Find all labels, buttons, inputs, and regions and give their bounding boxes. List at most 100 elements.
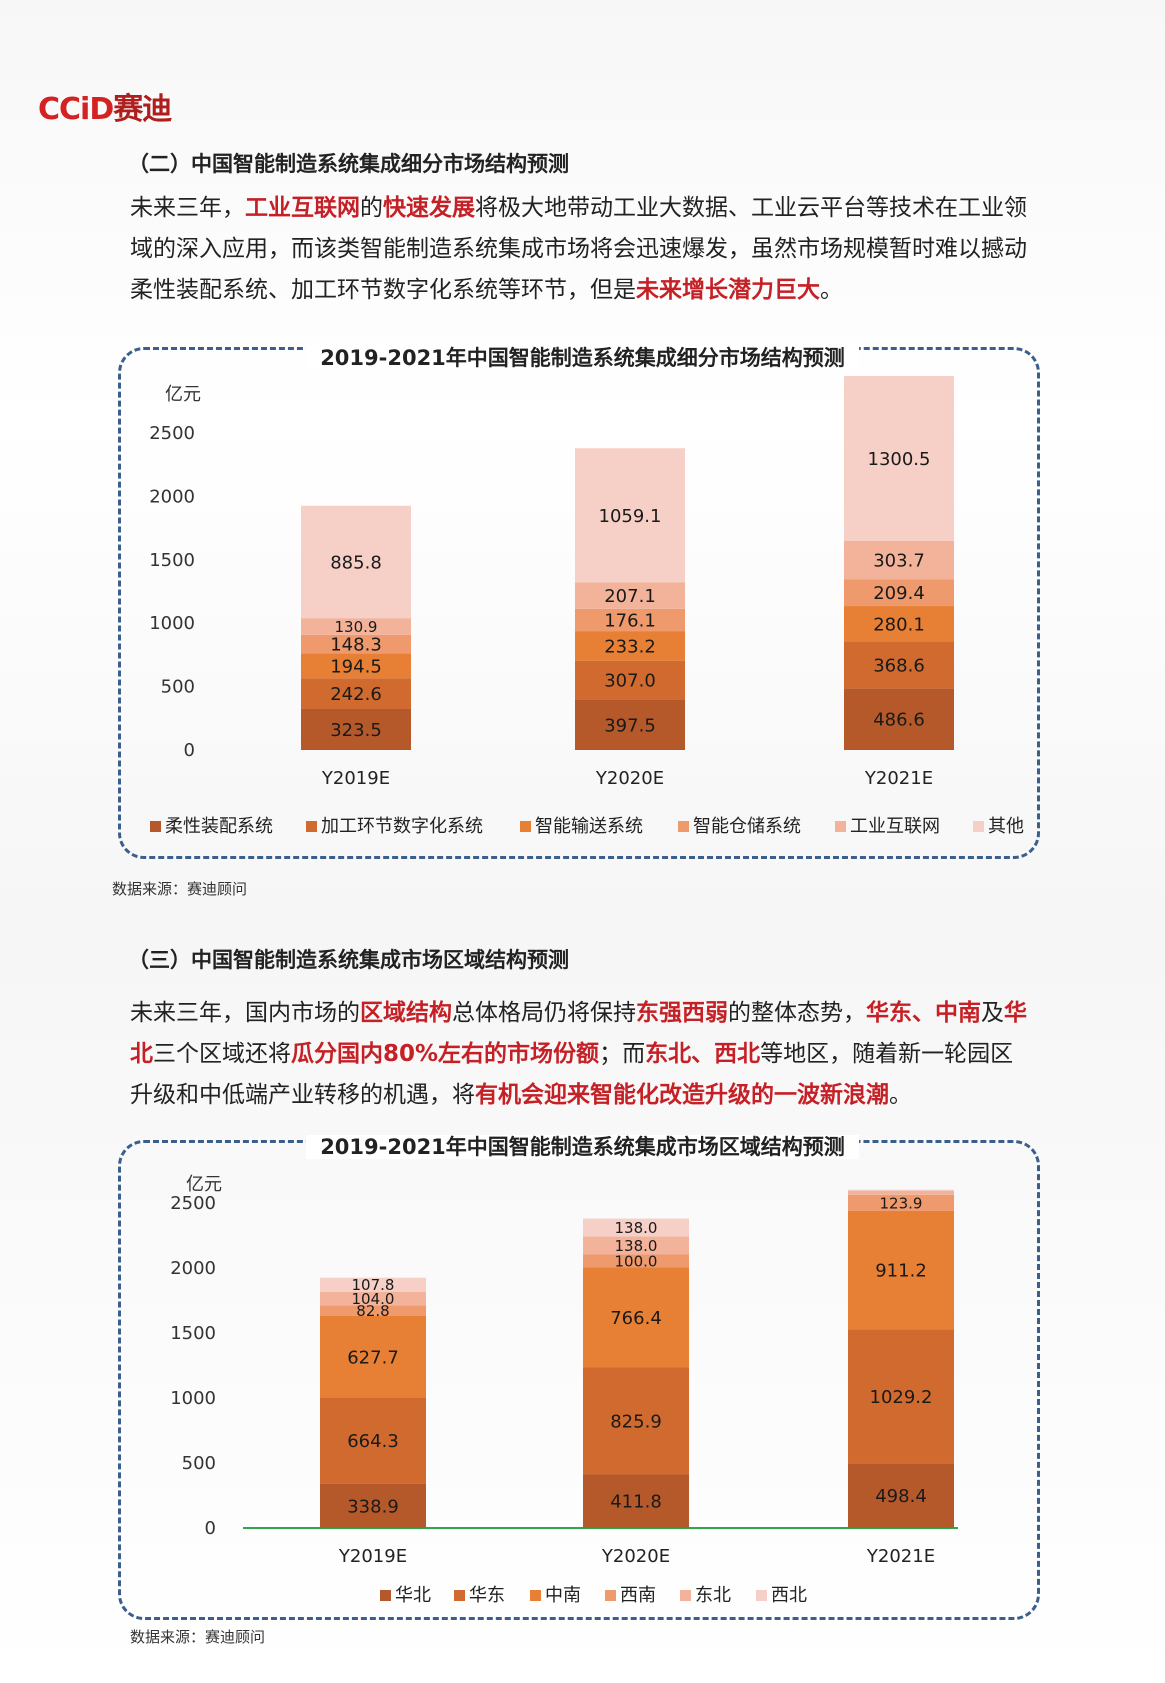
- data-label: 194.5: [330, 656, 382, 677]
- legend-swatch: [835, 821, 846, 832]
- data-label: 825.9: [610, 1411, 662, 1432]
- chart1-svg: 亿元 0 500 1000 1500 2000 2500 323.5 242.6 194.5148…: [149, 376, 1024, 837]
- bar-segment: [575, 631, 685, 661]
- x-tick-label: Y2021E: [864, 768, 933, 789]
- legend-label: 西南: [620, 1585, 656, 1606]
- bar-segment: [301, 708, 411, 750]
- data-label: 1059.1: [599, 506, 662, 527]
- body-text: 。: [889, 1082, 912, 1108]
- bar-segment: [320, 1305, 426, 1316]
- section3-paragraph: 未来三年，国内市场的区域结构总体格局仍将保持东强西弱的整体态势，华东、中南及华北…: [130, 993, 1030, 1116]
- data-label: 885.8: [330, 552, 382, 573]
- legend-swatch: [678, 821, 689, 832]
- bar-segment: [575, 582, 685, 609]
- data-label: 664.3: [347, 1431, 399, 1452]
- logo-cn-text: 赛迪: [113, 92, 172, 127]
- legend-label: 东北: [695, 1585, 731, 1606]
- y-tick-label: 2000: [170, 1258, 216, 1279]
- highlight-text: 华东、中南: [866, 1000, 981, 1026]
- bar-segment: [844, 688, 954, 750]
- y-tick-label: 500: [161, 677, 195, 698]
- legend-swatch: [380, 1590, 391, 1601]
- data-label: 104.0: [352, 1290, 395, 1308]
- highlight-text: 工业互联网: [245, 195, 360, 221]
- data-label: 323.5: [330, 720, 382, 741]
- bar-segment: [848, 1189, 954, 1191]
- data-label: 148.3: [330, 635, 382, 656]
- legend-label: 华东: [469, 1585, 505, 1606]
- highlight-text: 未来增长潜力巨大: [636, 277, 820, 303]
- legend-swatch: [150, 821, 161, 832]
- data-label: 138.0: [615, 1219, 658, 1237]
- data-label: 82.8: [356, 1302, 389, 1320]
- data-label: 209.4: [873, 583, 925, 604]
- bar-segment: [844, 376, 954, 541]
- legend-label: 智能仓储系统: [693, 816, 801, 837]
- bar-segment: [844, 579, 954, 607]
- section2-paragraph: 未来三年，工业互联网的快速发展将极大地带动工业大数据、工业云平台等技术在工业领域…: [130, 188, 1030, 311]
- bar-segment: [301, 678, 411, 709]
- bar-segment: [848, 1194, 954, 1211]
- data-label: 1300.5: [868, 449, 931, 470]
- data-label: 107.8: [352, 1276, 395, 1294]
- bar-segment: [320, 1397, 426, 1484]
- x-tick-label: Y2020E: [595, 768, 664, 789]
- legend-label: 加工环节数字化系统: [321, 816, 483, 837]
- data-label: 627.7: [347, 1347, 399, 1368]
- bar-segment: [583, 1254, 689, 1268]
- bar-segment: [848, 1190, 954, 1195]
- bar-segment: [583, 1236, 689, 1255]
- legend-label: 柔性装配系统: [165, 816, 273, 837]
- highlight-text: 区域结构: [360, 1000, 452, 1026]
- highlight-text: 瓜分国内80%左右的市场份额: [291, 1041, 600, 1067]
- y-tick-label: 500: [182, 1453, 216, 1474]
- bar-segment: [848, 1329, 954, 1464]
- bar-segment: [575, 699, 685, 750]
- data-label: 242.6: [330, 684, 382, 705]
- bar-segment: [320, 1315, 426, 1398]
- y-tick-label: 0: [184, 740, 195, 761]
- body-text: 。: [820, 277, 843, 303]
- data-label: 368.6: [873, 655, 925, 676]
- data-label: 207.1: [604, 586, 656, 607]
- data-label: 911.2: [875, 1261, 927, 1282]
- highlight-text: 东强西弱: [636, 1000, 728, 1026]
- bar-segment: [583, 1218, 689, 1237]
- body-text: 的: [360, 195, 383, 221]
- y-tick-label: 1000: [149, 613, 195, 634]
- y-tick-label: 1500: [149, 550, 195, 571]
- highlight-text: 快速发展: [383, 195, 475, 221]
- bar-segment: [844, 606, 954, 642]
- legend-swatch: [454, 1590, 465, 1601]
- data-label: 307.0: [604, 671, 656, 692]
- y-tick-label: 1000: [170, 1388, 216, 1409]
- body-text: ；而: [599, 1041, 646, 1067]
- legend-swatch: [520, 821, 531, 832]
- body-text: 三个区域还将: [153, 1041, 291, 1067]
- data-label: 303.7: [873, 551, 925, 572]
- legend-label: 中南: [545, 1585, 581, 1606]
- body-text: 的整体态势，: [728, 1000, 866, 1026]
- y-tick-label: 2000: [149, 486, 195, 507]
- chart2-source: 数据来源：赛迪顾问: [130, 1628, 266, 1646]
- logo-en-text: CCiD: [38, 92, 114, 127]
- legend-label: 其他: [988, 816, 1024, 837]
- legend-swatch: [973, 821, 984, 832]
- x-tick-label: Y2019E: [338, 1546, 407, 1567]
- y-tick-label: 2500: [149, 423, 195, 444]
- bar-segment: [301, 505, 411, 619]
- bar-segment: [844, 641, 954, 689]
- body-text: 未来三年，国内市场的: [130, 1000, 360, 1026]
- data-label: 130.9: [335, 618, 378, 636]
- data-label: 338.9: [347, 1496, 399, 1517]
- chart1-source: 数据来源：赛迪顾问: [112, 880, 248, 898]
- legend-swatch: [605, 1590, 616, 1601]
- chart2-title: 2019-2021年中国智能制造系统集成市场区域结构预测: [0, 1131, 1165, 1161]
- bar-segment: [575, 608, 685, 632]
- data-label: 280.1: [873, 614, 925, 635]
- legend-swatch: [756, 1590, 767, 1601]
- legend-label: 工业互联网: [850, 816, 940, 837]
- bar-segment: [575, 660, 685, 700]
- data-label: 100.0: [615, 1252, 658, 1270]
